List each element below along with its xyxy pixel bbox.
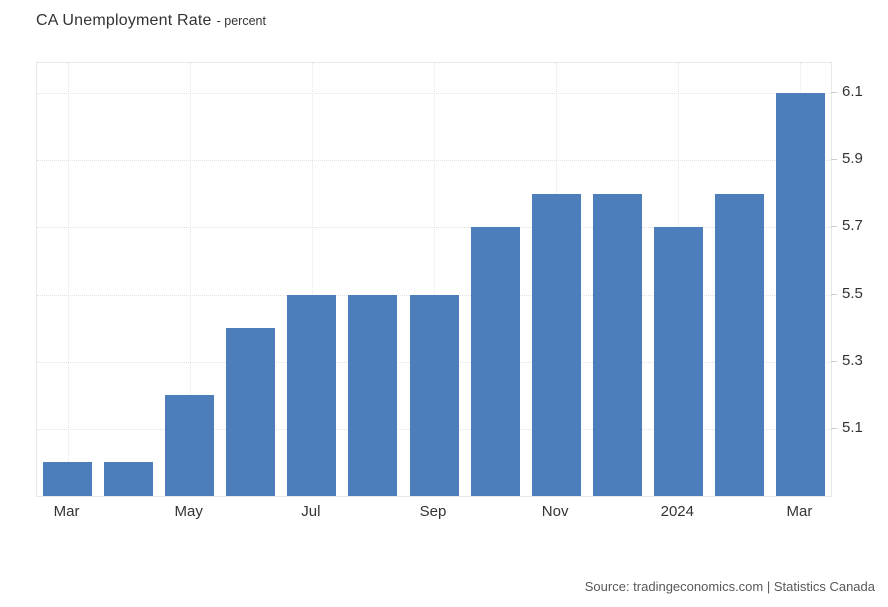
chart-title-main: CA Unemployment Rate	[36, 12, 212, 29]
chart-title-subtitle: - percent	[216, 14, 266, 28]
bar-mar-0[interactable]	[43, 462, 93, 496]
y-axis-label: 5.5	[842, 284, 863, 302]
y-axis-tick	[831, 360, 837, 362]
bar-jun-3[interactable]	[226, 328, 276, 496]
bar-nov-8[interactable]	[531, 193, 581, 496]
x-axis-label: Jul	[301, 503, 321, 520]
x-axis-label: Mar	[53, 503, 80, 520]
bar-oct-7[interactable]	[470, 227, 520, 496]
y-axis-tick	[831, 293, 837, 295]
bar-dec-9[interactable]	[592, 193, 642, 496]
bar-sep-6[interactable]	[409, 294, 459, 496]
bar-jan-10[interactable]	[653, 227, 703, 496]
y-axis-label: 5.7	[842, 217, 863, 235]
y-axis-label: 5.3	[842, 351, 863, 369]
vertical-gridline	[434, 63, 435, 496]
bar-mar-12[interactable]	[775, 93, 825, 496]
x-axis-label: May	[174, 503, 203, 520]
x-axis-label: Mar	[786, 503, 813, 520]
y-axis-tick	[831, 226, 837, 228]
x-axis-label: Nov	[541, 503, 569, 520]
source-attribution: Source: tradingeconomics.com | Statistic…	[584, 579, 875, 594]
y-axis-label: 5.9	[842, 150, 863, 168]
y-axis-tick	[831, 427, 837, 429]
x-axis-label: Sep	[419, 503, 447, 520]
y-axis-tick	[831, 92, 837, 94]
bar-feb-11[interactable]	[714, 193, 764, 496]
x-axis-label: 2024	[660, 503, 694, 520]
vertical-gridline	[311, 63, 313, 496]
chart-title: CA Unemployment Rate - percent	[36, 12, 266, 30]
vertical-gridline	[189, 63, 191, 496]
bar-apr-1[interactable]	[104, 462, 154, 496]
plot-area	[36, 62, 832, 497]
bar-jul-4[interactable]	[287, 294, 337, 496]
bar-may-2[interactable]	[165, 395, 215, 496]
y-axis-label: 5.1	[842, 419, 863, 437]
y-axis-tick	[831, 159, 837, 161]
bar-aug-5[interactable]	[348, 294, 398, 496]
y-axis-label: 6.1	[842, 83, 863, 101]
vertical-gridline	[67, 63, 69, 496]
